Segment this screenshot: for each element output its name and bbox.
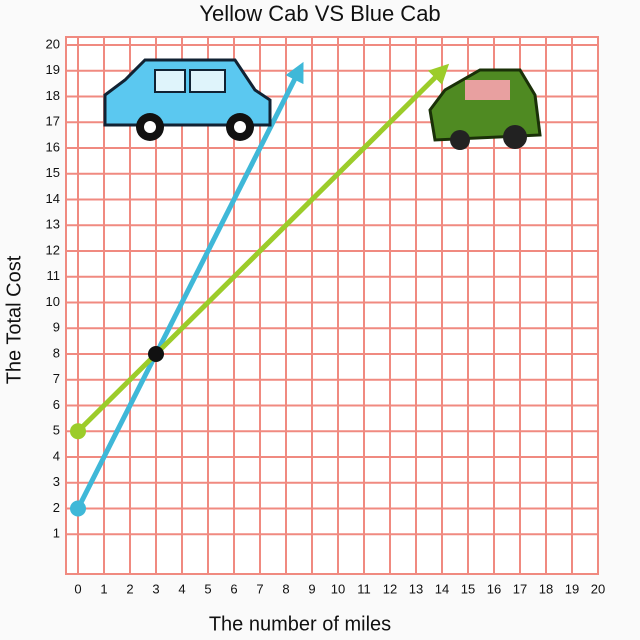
x-tick-label: 14: [435, 581, 449, 596]
y-tick-label: 5: [53, 423, 60, 438]
start-point: [70, 500, 86, 517]
x-tick-label: 0: [74, 581, 81, 596]
x-tick-label: 4: [178, 581, 185, 596]
green-car: [428, 68, 542, 150]
x-tick-label: 1: [100, 581, 107, 596]
y-tick-label: 14: [46, 191, 60, 206]
x-tick-label: 6: [230, 581, 237, 596]
x-tick-label: 19: [565, 581, 579, 596]
x-axis-label: The number of miles: [209, 613, 391, 635]
y-tick-label: 9: [53, 320, 60, 335]
y-tick-label: 17: [46, 114, 60, 129]
y-tick-label: 13: [46, 217, 60, 232]
x-tick-label: 17: [513, 581, 527, 596]
y-tick-label: 4: [53, 448, 60, 463]
y-tick-label: 15: [46, 165, 60, 180]
y-tick-label: 6: [53, 397, 60, 412]
y-tick-label: 8: [53, 345, 60, 360]
x-tick-label: 15: [461, 581, 475, 596]
y-tick-label: 2: [53, 500, 60, 515]
x-tick-label: 9: [308, 581, 315, 596]
y-tick-label: 3: [53, 474, 60, 489]
x-tick-label: 11: [357, 581, 371, 596]
y-tick-label: 18: [46, 88, 60, 103]
y-tick-label: 12: [46, 242, 60, 257]
x-tick-label: 3: [152, 581, 159, 596]
x-tick-label: 8: [282, 581, 289, 596]
y-axis-label: The Total Cost: [3, 255, 25, 384]
chart-title: Yellow Cab VS Blue Cab: [199, 1, 440, 26]
x-tick-label: 18: [539, 581, 553, 596]
intersection-point: [148, 346, 164, 362]
x-tick-label: 7: [256, 581, 263, 596]
x-tick-label: 12: [383, 581, 397, 596]
blue-car: [103, 58, 272, 141]
y-tick-label: 1: [53, 526, 60, 541]
x-tick-label: 2: [126, 581, 133, 596]
x-tick-label: 13: [409, 581, 423, 596]
x-tick-label: 5: [204, 581, 211, 596]
y-tick-label: 19: [46, 62, 60, 77]
y-tick-label: 20: [46, 36, 60, 51]
y-tick-label: 10: [46, 294, 60, 309]
x-tick-label: 20: [591, 581, 605, 596]
x-tick-label: 16: [487, 581, 501, 596]
y-tick-label: 7: [53, 371, 60, 386]
x-tick-label: 10: [331, 581, 345, 596]
start-point: [70, 423, 86, 440]
y-tick-label: 11: [47, 268, 61, 283]
y-tick-label: 16: [46, 139, 60, 154]
